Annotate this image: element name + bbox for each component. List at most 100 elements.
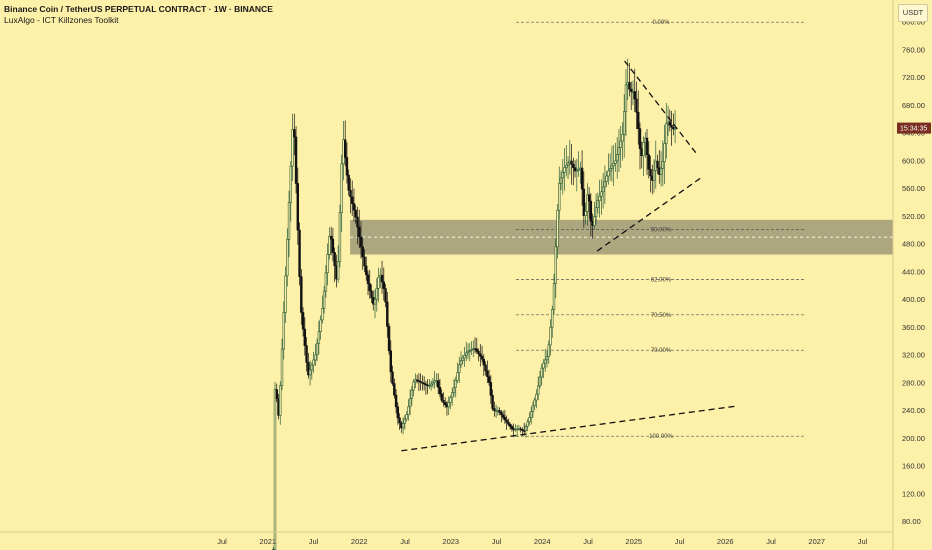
candle (517, 424, 521, 431)
candle (407, 399, 410, 421)
candle (333, 247, 336, 282)
candle (451, 387, 454, 406)
candle-body (622, 111, 626, 135)
candle (475, 337, 478, 354)
candle (431, 378, 435, 388)
candle-body (394, 394, 398, 408)
candle (275, 383, 278, 403)
candle-body (584, 211, 587, 216)
y-tick-label: 80.00 (902, 517, 921, 526)
candle (456, 362, 459, 384)
candle (468, 342, 471, 362)
x-tick-label: Jul (675, 537, 685, 546)
candle-body (308, 369, 312, 376)
candle (593, 201, 596, 230)
candle (615, 137, 619, 179)
y-tick-label: 360.00 (902, 323, 925, 332)
candle (398, 413, 401, 430)
candle-body (345, 157, 349, 176)
candle-body (456, 372, 459, 381)
indicator-label[interactable]: LuxAlgo - ICT Killzones Toolkit (4, 15, 119, 25)
candle-body (594, 207, 598, 217)
candle-body (303, 328, 307, 347)
candle-body (459, 360, 463, 366)
fib-level-label: 50.00% (651, 228, 672, 234)
candle-body (326, 254, 329, 274)
candle-body (487, 376, 491, 383)
candle-body (619, 140, 622, 148)
candle-body (426, 384, 429, 387)
candle (552, 273, 556, 315)
candle-body (673, 128, 677, 130)
price-badge-text: 15:34:35 (900, 126, 927, 133)
candle (633, 68, 636, 112)
x-tick-label: 2024 (534, 537, 551, 546)
candle (287, 190, 291, 258)
candle-body (508, 424, 512, 427)
candle-body (340, 163, 343, 213)
candle (361, 237, 364, 270)
candle-body (393, 383, 396, 396)
y-tick-label: 600.00 (902, 156, 925, 165)
candle (444, 397, 447, 408)
candle (461, 354, 464, 365)
candle-body (444, 402, 447, 405)
currency-selector[interactable]: USDT (898, 4, 928, 22)
candle-body (668, 121, 672, 126)
candle (459, 351, 463, 368)
candle-body (507, 421, 510, 425)
candle (300, 269, 303, 325)
candle (298, 222, 301, 286)
candle (487, 369, 491, 386)
candle (463, 346, 466, 367)
candle (542, 359, 545, 379)
x-tick-label: Jul (583, 537, 593, 546)
candle-body (521, 429, 524, 431)
candle-body (617, 147, 621, 155)
candle-body (461, 357, 464, 361)
candle (279, 381, 282, 425)
candle-body (287, 202, 291, 240)
candle-body (415, 379, 419, 382)
candle-body (387, 326, 391, 352)
candle (289, 161, 292, 222)
candle (642, 136, 645, 177)
candle-body (535, 393, 538, 401)
y-tick-label: 400.00 (902, 295, 925, 304)
candle-body (561, 172, 564, 179)
candle-body (577, 168, 580, 171)
candle-body (621, 134, 624, 142)
candle-body (529, 411, 533, 418)
candle (305, 337, 308, 372)
candle (549, 319, 552, 356)
candle (545, 351, 549, 368)
candle-body (479, 353, 482, 357)
candle-body (670, 124, 673, 128)
candle-body (424, 383, 428, 386)
candle (596, 192, 600, 214)
candle-body (630, 88, 633, 92)
candle-body (401, 423, 405, 429)
candle-body (294, 136, 298, 184)
candle-body (503, 417, 507, 421)
candle-body (637, 111, 640, 129)
candle (501, 410, 505, 420)
candle-body (310, 364, 314, 371)
candle (500, 409, 503, 423)
candle (544, 348, 547, 372)
candle (319, 315, 322, 340)
candle (340, 154, 343, 233)
candle (403, 415, 407, 430)
candle-body (319, 319, 322, 332)
candle-body (322, 290, 326, 309)
candle-body (465, 352, 468, 356)
candle (303, 317, 307, 356)
candle (363, 249, 366, 273)
candle-body (429, 383, 433, 386)
candle (538, 371, 542, 389)
candle (412, 378, 415, 397)
candle (286, 228, 289, 287)
candle-body (358, 226, 361, 238)
